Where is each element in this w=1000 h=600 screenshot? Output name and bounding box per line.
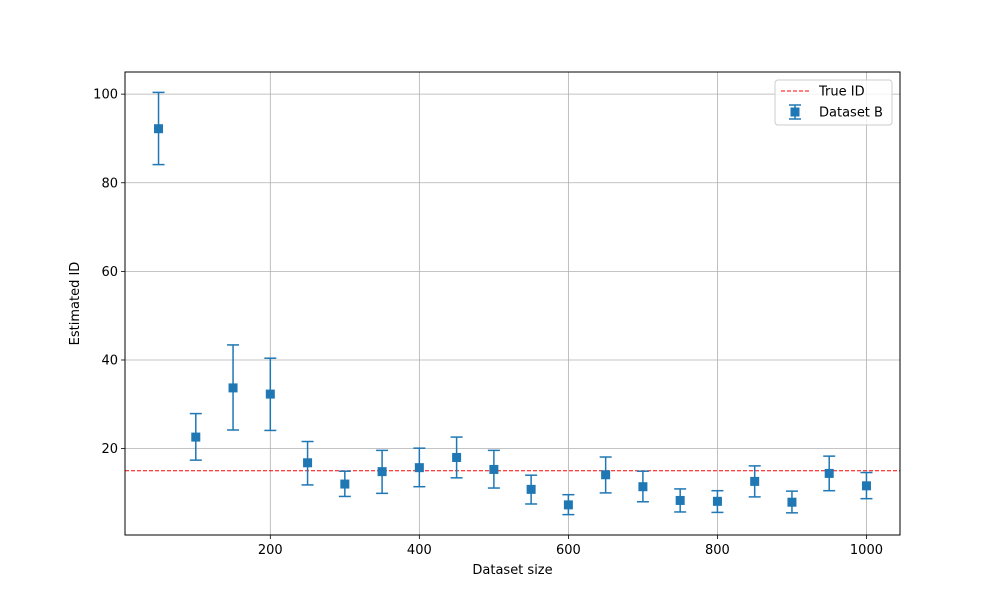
legend-box: [774, 79, 893, 126]
legend: True ID Dataset B: [774, 79, 893, 126]
legend-dataset-b-marker: [789, 104, 801, 120]
ticks: 200 400 600 800 1000 20 40 60 80 100: [93, 88, 883, 558]
series-layer: [152, 91, 873, 516]
x-tick-label: 600: [556, 543, 581, 558]
y-tick-label: 80: [101, 176, 118, 191]
data-point: [861, 481, 871, 491]
y-tick-label: 60: [101, 265, 118, 280]
data-point: [675, 495, 685, 505]
x-axis-label: Dataset size: [472, 563, 552, 578]
data-point: [563, 500, 573, 510]
data-point: [303, 458, 313, 468]
data-point: [638, 482, 648, 492]
legend-dataset-b-label: Dataset B: [819, 106, 883, 121]
plot-frame: [124, 71, 901, 536]
x-tick-label: 200: [258, 543, 283, 558]
data-point: [191, 432, 201, 442]
data-point: [750, 476, 760, 486]
y-tick-label: 100: [93, 88, 118, 103]
y-tick-label: 20: [101, 442, 118, 457]
data-point: [414, 463, 424, 473]
data-point: [228, 383, 238, 393]
data-point: [526, 484, 536, 494]
data-point: [787, 497, 797, 507]
x-tick-label: 800: [705, 543, 730, 558]
grid: [125, 72, 900, 535]
x-tick-label: 1000: [850, 543, 883, 558]
data-point: [154, 124, 164, 134]
data-point: [340, 479, 350, 489]
legend-true-id-label: True ID: [818, 85, 865, 100]
y-axis-label: Estimated ID: [68, 262, 83, 346]
x-tick-label: 400: [407, 543, 432, 558]
data-point: [824, 468, 834, 478]
data-point: [489, 464, 499, 474]
data-point: [377, 467, 387, 477]
legend-square-marker: [790, 107, 800, 117]
data-point: [712, 496, 722, 506]
y-tick-label: 40: [101, 353, 118, 368]
data-point: [601, 470, 611, 480]
data-point: [265, 389, 275, 399]
data-point: [452, 452, 462, 462]
